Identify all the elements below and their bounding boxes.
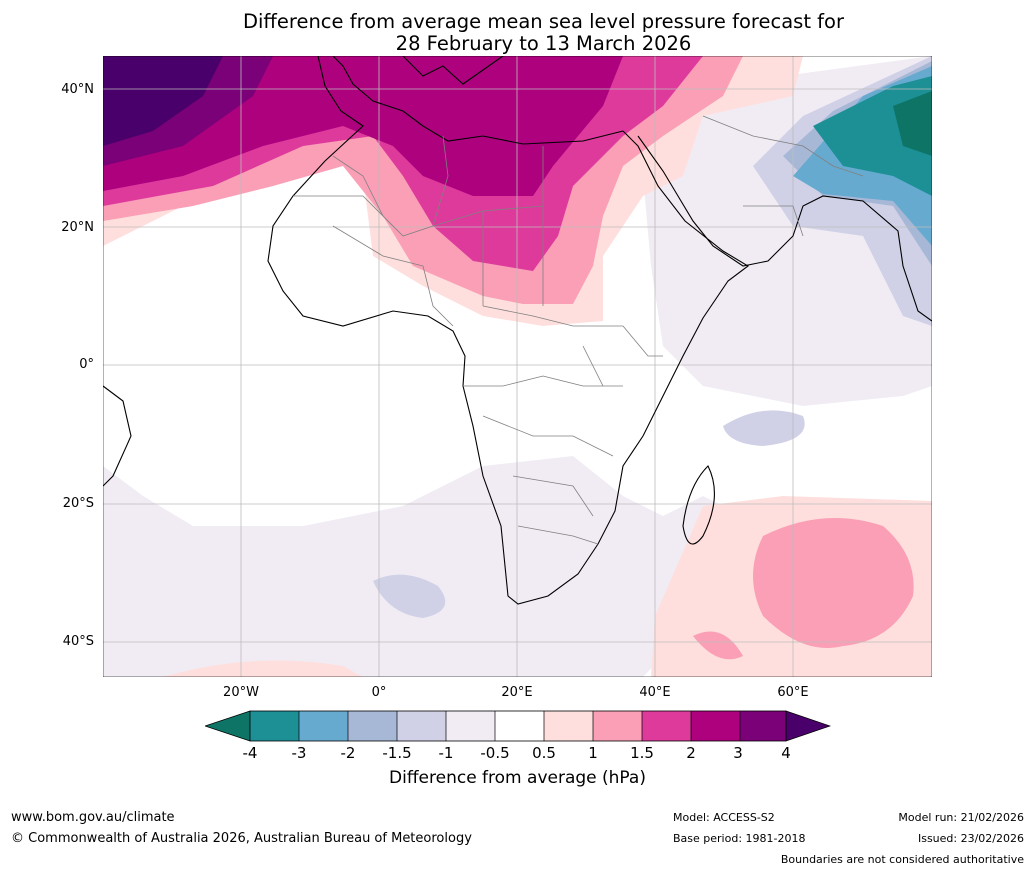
- colorbar-tick: 2: [686, 744, 696, 762]
- lon-label-20w: 20°W: [223, 685, 259, 700]
- colorbar-segment: [397, 711, 446, 741]
- lon-label-20e: 20°E: [501, 685, 533, 700]
- colorbar-segment: [299, 711, 348, 741]
- lat-label-20n: 20°N: [61, 220, 94, 235]
- contour-plus-0.5-south-edge: [163, 660, 363, 677]
- colorbar-segment: [593, 711, 642, 741]
- colorbar-tick: 3: [733, 744, 743, 762]
- footer-copyright: © Commonwealth of Australia 2026, Austra…: [11, 831, 472, 846]
- lon-label-0: 0°: [371, 685, 387, 700]
- colorbar-tick: -1.5: [382, 744, 412, 762]
- map-title-line1: Difference from average mean sea level p…: [243, 10, 844, 33]
- colorbar-tick: 0.5: [532, 744, 556, 762]
- colorbar-tick: -3: [291, 744, 307, 762]
- footer-base-period: Base period: 1981-2018: [673, 832, 806, 845]
- map-title-line2: 28 February to 13 March 2026: [395, 32, 692, 55]
- colorbar-extend-high: [785, 710, 831, 742]
- colorbar-label: Difference from average (hPa): [389, 768, 646, 788]
- colorbar-tick: 4: [781, 744, 791, 762]
- colorbar-segment: [544, 711, 593, 741]
- lat-label-40n: 40°N: [61, 82, 94, 97]
- lon-label-60e: 60°E: [777, 685, 809, 700]
- contour-minus-0.5-south-atlantic: [103, 456, 743, 677]
- footer-url[interactable]: www.bom.gov.au/climate: [11, 810, 175, 825]
- lon-label-40e: 40°E: [639, 685, 671, 700]
- colorbar-tick: -4: [242, 744, 258, 762]
- colorbar-segment: [740, 711, 786, 741]
- footer-boundaries-note: Boundaries are not considered authoritat…: [780, 853, 1024, 866]
- footer-model: Model: ACCESS-S2: [673, 811, 775, 824]
- colorbar-tick: -2: [340, 744, 356, 762]
- colorbar-segment: [495, 711, 544, 741]
- colorbar-segment: [348, 711, 397, 741]
- colorbar-segment: [691, 711, 740, 741]
- contour-minus-1-south-atlantic: [373, 574, 446, 618]
- colorbar-tick: 1: [588, 744, 598, 762]
- colorbar-segment: [250, 711, 299, 741]
- colorbar-segment: [642, 711, 691, 741]
- contour-minus-1-arabian-sea: [723, 410, 805, 446]
- colorbar-tick: -1: [438, 744, 454, 762]
- graticule: [103, 56, 932, 677]
- lat-label-40s: 40°S: [62, 634, 94, 649]
- colorbar: [205, 710, 831, 742]
- lat-label-20s: 20°S: [62, 496, 94, 511]
- contour-minus-4-asia: [893, 91, 932, 156]
- footer-model-run: Model run: 21/02/2026: [898, 811, 1024, 824]
- colorbar-extend-low: [205, 710, 251, 742]
- country-borders: [293, 115, 864, 545]
- colorbar-tick: -0.5: [480, 744, 510, 762]
- colorbar-segment: [446, 711, 495, 741]
- contour-plus-4-atlantic: [103, 56, 223, 146]
- pressure-anomaly-map: [103, 56, 932, 677]
- coastlines: [103, 56, 932, 605]
- contour-plus-1-south: [693, 631, 743, 660]
- lat-label-0: 0°: [79, 357, 94, 372]
- colorbar-tick: 1.5: [630, 744, 654, 762]
- footer-issued: Issued: 23/02/2026: [917, 832, 1024, 845]
